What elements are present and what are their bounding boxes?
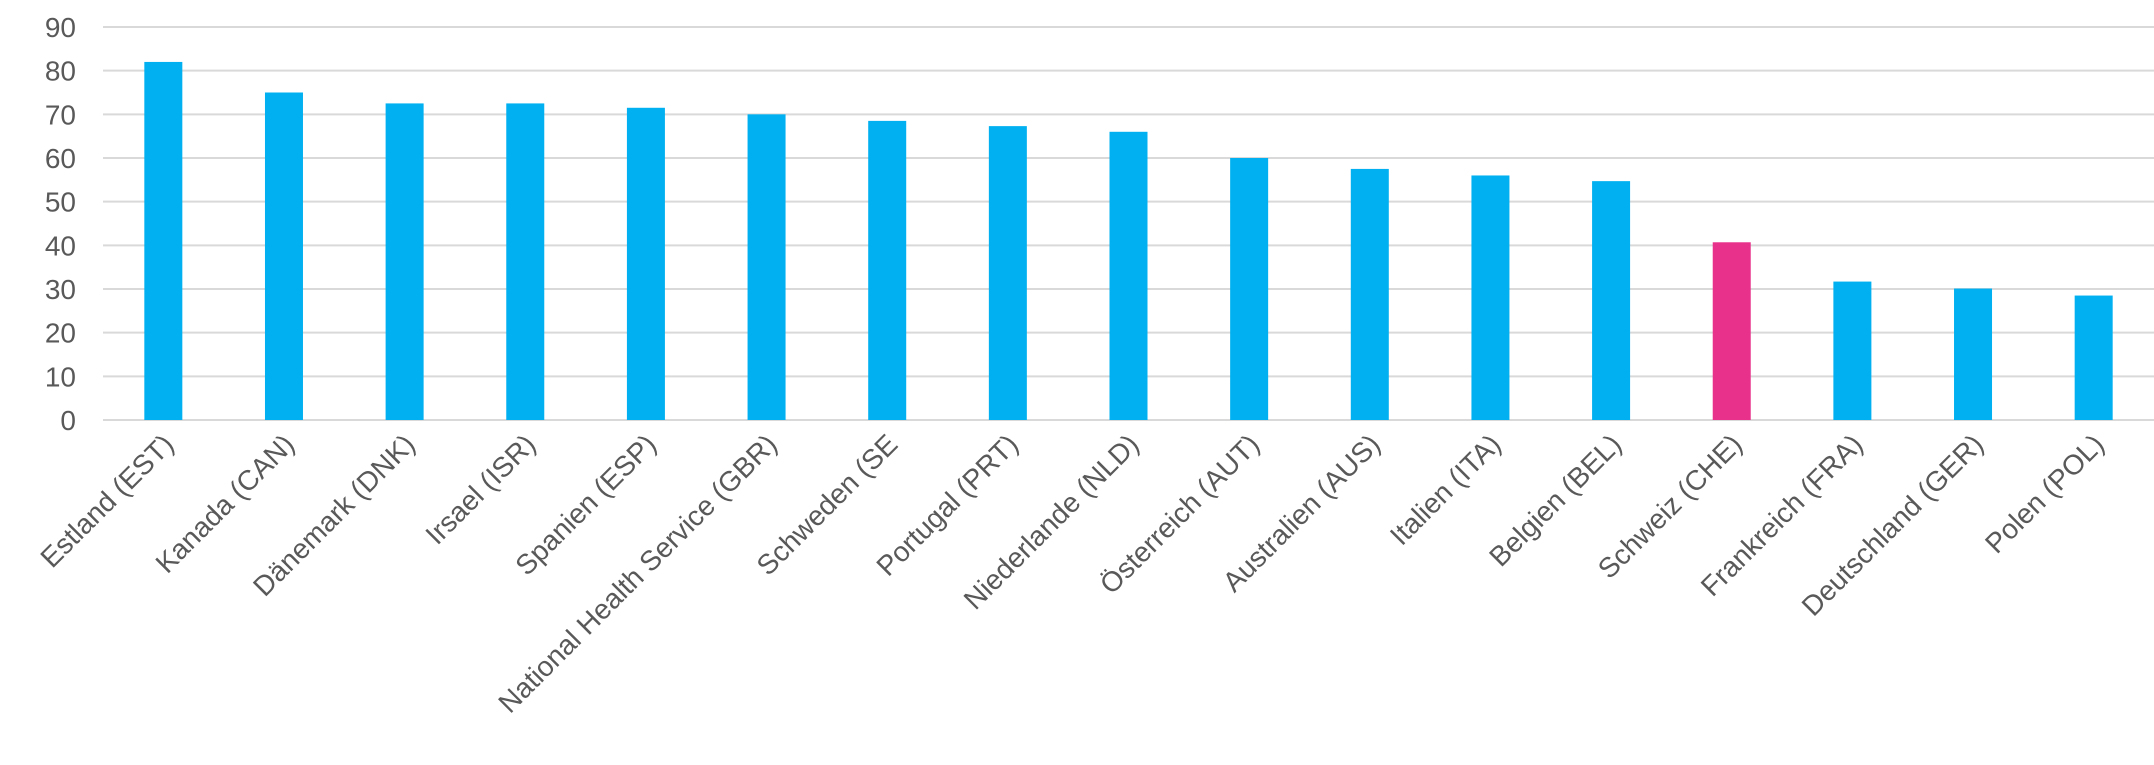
bar	[264, 92, 303, 420]
bar	[1350, 168, 1389, 420]
y-tick-label: 0	[60, 405, 76, 436]
bar	[1471, 175, 1510, 420]
bars	[144, 61, 2113, 421]
bar	[747, 114, 786, 420]
bar	[1712, 242, 1751, 420]
bar	[1109, 131, 1148, 421]
y-tick-label: 40	[45, 230, 76, 261]
bar	[2074, 295, 2113, 420]
x-axis-category-labels: Estland (EST)Kanada (CAN)Dänemark (DNK)I…	[34, 428, 2110, 718]
y-tick-label: 50	[45, 187, 76, 218]
y-tick-label: 10	[45, 361, 76, 392]
y-tick-label: 30	[45, 274, 76, 305]
x-category-label: Polen (POL)	[1979, 428, 2110, 559]
bar	[506, 103, 545, 421]
y-tick-label: 60	[45, 143, 76, 174]
x-category-label: Irsael (ISR)	[419, 428, 541, 550]
bar	[988, 126, 1027, 420]
bar	[626, 107, 665, 421]
y-tick-label: 70	[45, 99, 76, 130]
y-tick-label: 20	[45, 318, 76, 349]
bar	[1833, 281, 1872, 420]
y-tick-label: 90	[45, 12, 76, 43]
x-category-label: Italien (ITA)	[1384, 428, 1507, 551]
y-axis-tick-labels: 0 10 20 30 40 50 60 70 80 90	[45, 12, 76, 436]
bar	[385, 103, 424, 421]
bar	[1230, 158, 1269, 420]
bar	[868, 120, 907, 420]
bar	[144, 61, 183, 420]
y-tick-label: 80	[45, 56, 76, 87]
bar	[1592, 181, 1631, 420]
bar	[1954, 288, 1993, 420]
